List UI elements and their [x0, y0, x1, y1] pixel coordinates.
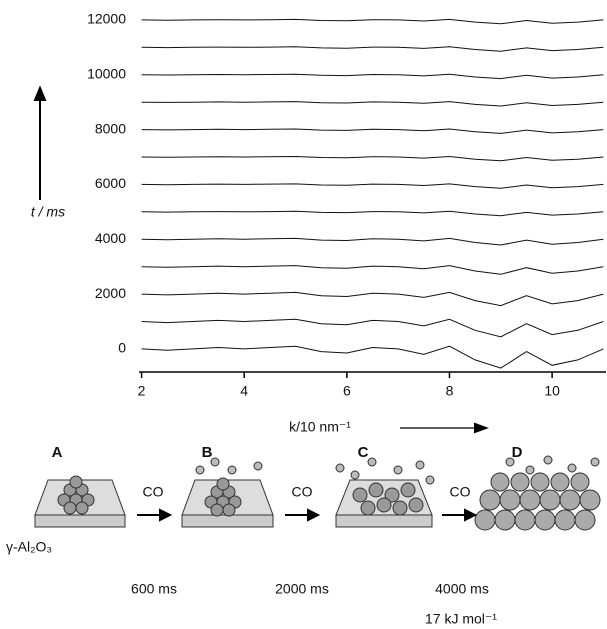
x-axis-label: k/10 nm⁻¹ [289, 419, 351, 435]
trace [141, 101, 604, 107]
x-tick-label: 4 [240, 383, 248, 399]
trace [141, 128, 604, 134]
y-tick-label: 4000 [95, 230, 126, 246]
trace [141, 183, 604, 189]
energy-label: 17 kJ mol⁻¹ [425, 611, 497, 627]
stage-label: B [202, 444, 213, 461]
support-label: γ-Al₂O₃ [6, 539, 52, 555]
trace [141, 265, 604, 275]
trace [141, 210, 604, 217]
time: 4000 ms [435, 581, 489, 597]
y-tick-label: 0 [118, 340, 126, 356]
reagent: CO [292, 484, 313, 500]
trace [141, 46, 604, 52]
y-tick-label: 8000 [95, 120, 126, 136]
trace [141, 18, 604, 25]
y-tick-label: 12000 [87, 11, 126, 27]
stage-label: C [358, 444, 369, 461]
reagent: CO [450, 484, 471, 500]
y-tick-label: 6000 [95, 175, 126, 191]
time: 2000 ms [275, 581, 329, 597]
y-axis-label: t / ms [31, 204, 65, 220]
trace [141, 73, 604, 80]
scheme-graphics [34, 455, 601, 531]
trace [141, 318, 604, 338]
trace [141, 155, 604, 162]
x-tick-label: 6 [343, 383, 351, 399]
y-tick-label: 2000 [95, 285, 126, 301]
time: 600 ms [131, 581, 177, 597]
trace [141, 291, 604, 307]
scheme-arrows [33, 85, 489, 522]
x-tick-label: 10 [544, 383, 560, 399]
x-tick-label: 8 [446, 383, 454, 399]
y-tick-label: 10000 [87, 65, 126, 81]
trace [141, 345, 604, 369]
x-tick-label: 2 [138, 383, 146, 399]
stage-label: D [512, 444, 523, 461]
trace [141, 237, 604, 246]
stage-label: A [52, 444, 63, 461]
reagent: CO [143, 484, 164, 500]
